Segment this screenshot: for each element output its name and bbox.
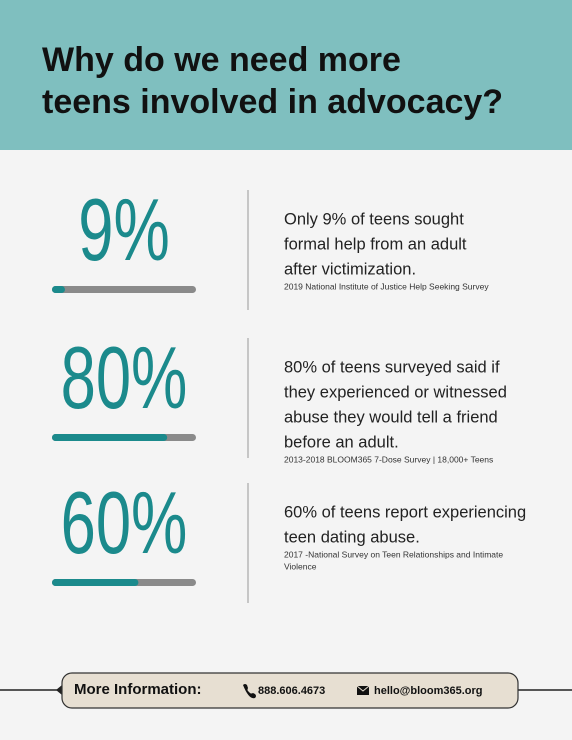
stat-source: Violence xyxy=(284,561,317,571)
title: Why do we need more xyxy=(42,41,401,79)
stat-number-group: 80% xyxy=(61,330,188,428)
footer-box xyxy=(61,672,519,709)
progress-fill xyxy=(52,286,65,293)
progress-fill xyxy=(52,579,139,586)
email: hello@bloom365.org xyxy=(374,685,483,697)
stat-number: 60% xyxy=(61,475,188,573)
stat-number: 80% xyxy=(61,330,188,428)
progress-fill xyxy=(52,434,168,441)
stat-number-group: 60% xyxy=(61,475,188,573)
progress-track xyxy=(52,286,196,293)
footer-heading: More Information: xyxy=(74,681,202,698)
stat-text: before an adult. xyxy=(284,433,399,451)
header-band xyxy=(0,0,572,150)
stat-text: they experienced or witnessed xyxy=(284,383,507,401)
stat-text: abuse they would tell a friend xyxy=(284,408,498,426)
email-icon-flap xyxy=(356,685,370,692)
stat-text: after victimization. xyxy=(284,260,416,278)
stat-text: 60% of teens report experiencing xyxy=(284,503,526,521)
stat-text: formal help from an adult xyxy=(284,235,467,253)
stat-text: teen dating abuse. xyxy=(284,528,420,546)
stat-number-group: 9% xyxy=(78,182,170,280)
stat-source: 2017 -National Survey on Teen Relationsh… xyxy=(284,549,503,559)
phone-icon xyxy=(243,684,256,699)
stat-source: 2019 National Institute of Justice Help … xyxy=(284,281,489,291)
phone: 888.606.4673 xyxy=(258,685,325,697)
stat-text: 80% of teens surveyed said if xyxy=(284,358,500,376)
stat-source: 2013-2018 BLOOM365 7-Dose Survey | 18,00… xyxy=(284,454,493,464)
stat-number: 9% xyxy=(78,182,170,280)
title: teens involved in advocacy? xyxy=(42,83,503,121)
stat-text: Only 9% of teens sought xyxy=(284,210,464,228)
